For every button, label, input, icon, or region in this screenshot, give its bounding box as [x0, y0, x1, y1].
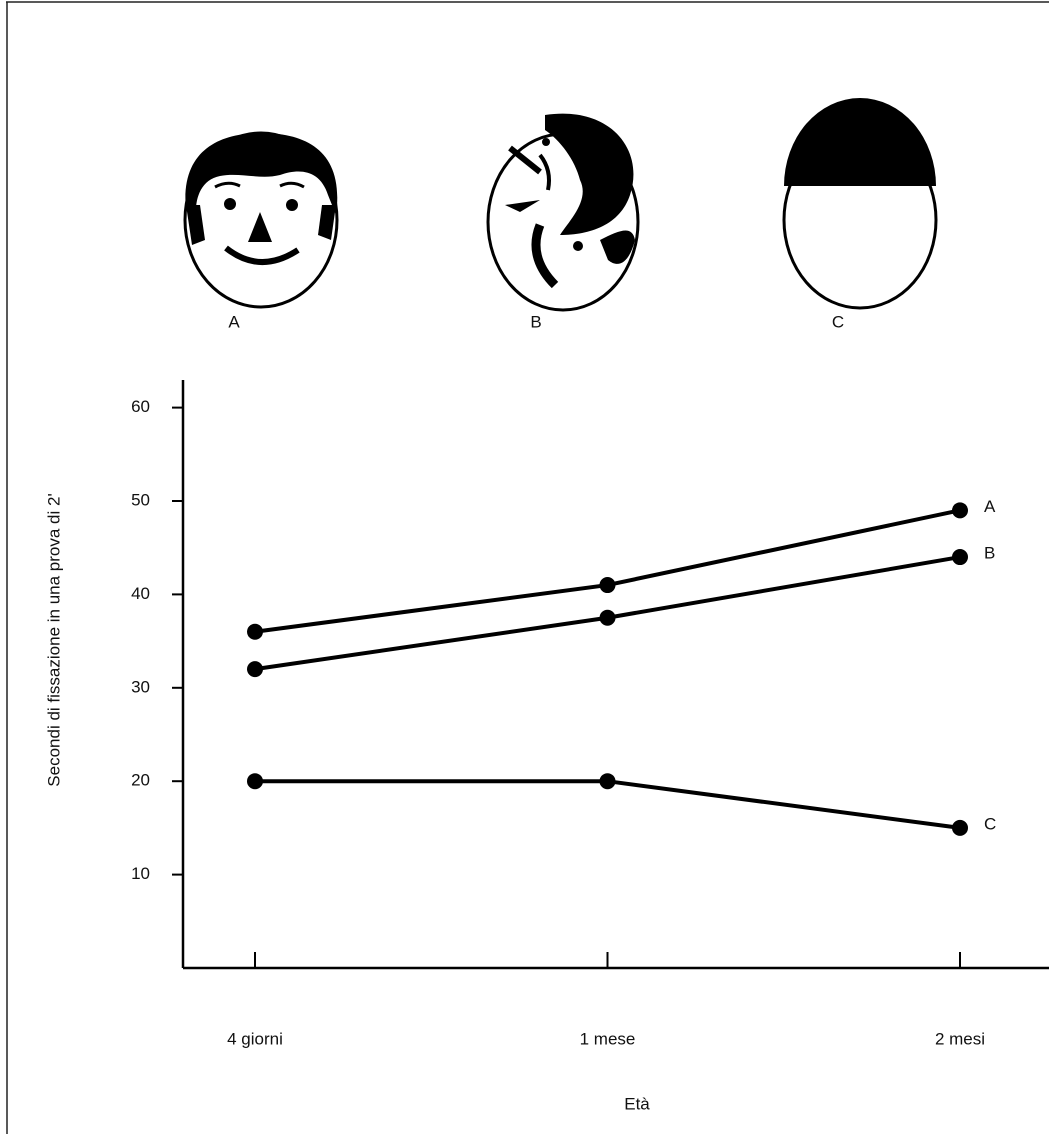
series-label: B: [984, 544, 995, 563]
x-tick-label: 4 giorni: [227, 1029, 283, 1048]
face-a: [185, 133, 337, 307]
series-label: C: [984, 814, 996, 833]
data-point: [600, 610, 616, 626]
y-axis-label: Secondi di fissazione in una prova di 2': [44, 493, 63, 786]
x-tick-label: 1 mese: [580, 1029, 636, 1048]
chart: Secondi di fissazione in una prova di 2'…: [0, 0, 1049, 1134]
data-point: [952, 549, 968, 565]
data-point: [247, 661, 263, 677]
face-c: [784, 98, 936, 308]
y-tick-label: 50: [131, 490, 150, 509]
figure-label: C: [832, 312, 844, 331]
y-tick-label: 40: [131, 584, 150, 603]
series-label: A: [984, 497, 996, 516]
x-axis-label: Età: [624, 1094, 650, 1113]
data-point: [952, 502, 968, 518]
data-point: [952, 820, 968, 836]
y-tick-label: 20: [131, 771, 150, 790]
figure-label: B: [530, 312, 541, 331]
data-point: [247, 773, 263, 789]
data-point: [247, 624, 263, 640]
figure-label: A: [228, 312, 240, 331]
y-tick-label: 60: [131, 397, 150, 416]
y-tick-label: 10: [131, 864, 150, 883]
y-tick-label: 30: [131, 677, 150, 696]
x-tick-label: 2 mesi: [935, 1029, 985, 1048]
data-point: [600, 577, 616, 593]
data-point: [600, 773, 616, 789]
face-b: [488, 114, 638, 310]
